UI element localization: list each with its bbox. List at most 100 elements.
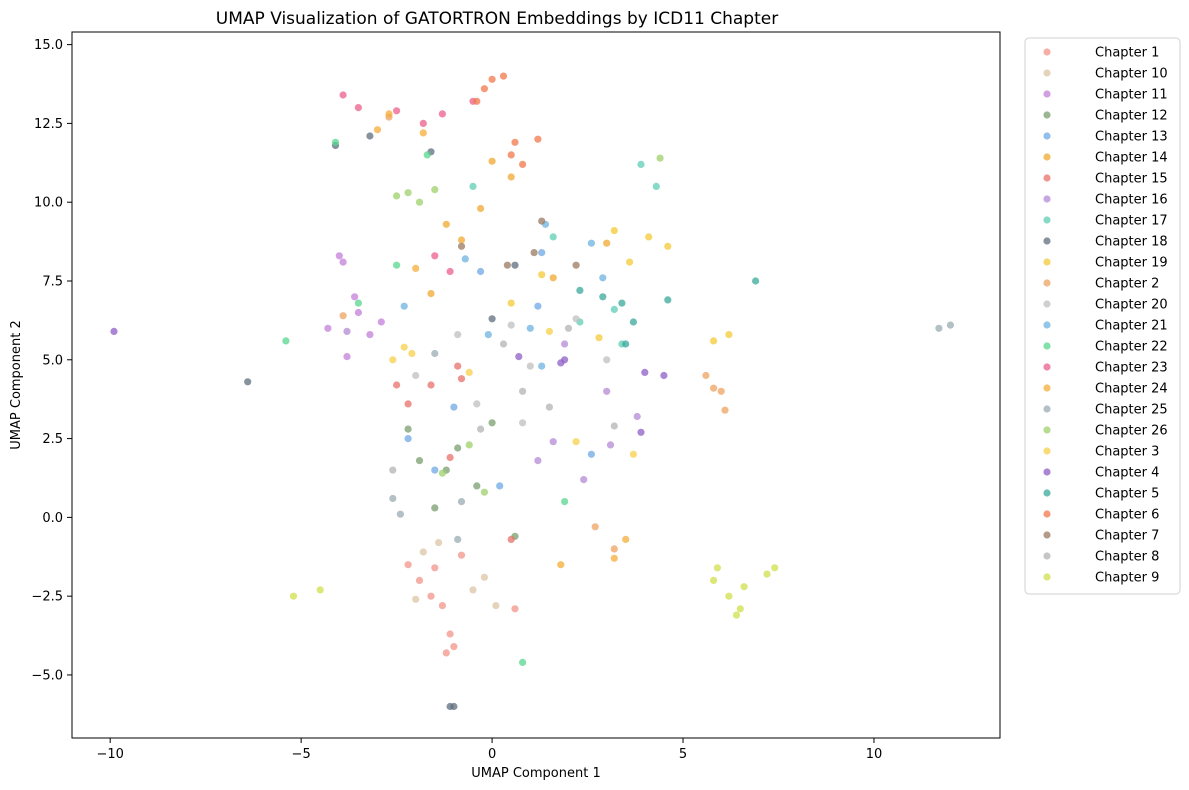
scatter-point — [561, 356, 569, 364]
scatter-point — [454, 331, 462, 339]
legend-label: Chapter 14 — [1095, 151, 1168, 166]
scatter-point — [457, 375, 466, 383]
scatter-point — [515, 353, 523, 361]
scatter-point — [431, 564, 439, 572]
scatter-point — [354, 104, 362, 112]
scatter-point — [457, 551, 466, 559]
scatter-point — [393, 381, 401, 389]
legend-marker — [1043, 573, 1051, 581]
scatter-point — [457, 498, 466, 506]
legend-item: Chapter 21 — [1043, 319, 1168, 334]
x-tick-label: 0 — [488, 747, 496, 762]
legend-item: Chapter 10 — [1043, 67, 1168, 82]
scatter-point — [664, 296, 672, 304]
legend-label: Chapter 2 — [1095, 277, 1159, 292]
series-1 — [404, 551, 519, 657]
scatter-point — [534, 135, 542, 143]
legend-marker — [1043, 237, 1051, 245]
legend-item: Chapter 19 — [1043, 256, 1168, 271]
scatter-point — [393, 261, 401, 269]
scatter-point — [446, 453, 454, 462]
legend-item: Chapter 24 — [1043, 382, 1168, 397]
legend-marker — [1043, 510, 1051, 518]
scatter-point — [629, 318, 638, 326]
scatter-point — [419, 129, 427, 137]
plot-frame — [71, 31, 1001, 739]
scatter-point — [450, 403, 458, 411]
legend-marker — [1043, 426, 1051, 434]
scatter-point — [507, 321, 515, 329]
scatter-point — [343, 353, 351, 361]
scatter-point — [393, 107, 401, 115]
legend-marker — [1043, 90, 1051, 98]
legend-item: Chapter 9 — [1043, 571, 1159, 586]
legend-item: Chapter 11 — [1043, 88, 1168, 103]
legend-label: Chapter 24 — [1095, 382, 1168, 397]
series-2 — [412, 539, 500, 610]
scatter-point — [599, 274, 607, 282]
legend-marker — [1043, 489, 1051, 497]
legend-item: Chapter 8 — [1043, 550, 1159, 565]
scatter-point — [538, 271, 546, 279]
scatter-point — [442, 220, 450, 228]
legend-item: Chapter 1 — [1043, 46, 1159, 61]
scatter-point — [419, 119, 427, 127]
scatter-point — [599, 293, 607, 301]
scatter-point — [572, 315, 580, 323]
x-tick-label: 5 — [679, 747, 687, 762]
series-21 — [110, 327, 668, 436]
scatter-point — [545, 327, 554, 335]
legend-label: Chapter 20 — [1095, 298, 1168, 313]
legend-label: Chapter 3 — [1095, 445, 1159, 460]
scatter-point — [457, 242, 466, 250]
legend-marker — [1043, 195, 1051, 203]
legend-marker — [1043, 447, 1051, 455]
scatter-point — [732, 611, 741, 619]
scatter-point — [366, 132, 374, 140]
scatter-point — [469, 182, 477, 190]
scatter-point — [710, 384, 718, 392]
series-12 — [339, 113, 729, 553]
scatter-point — [507, 151, 515, 159]
y-tick-label: 12.5 — [34, 117, 63, 132]
scatter-point — [477, 267, 485, 276]
y-axis: −5.0 −2.5 0.0 2.5 5.0 7.5 10.0 12.5 15.0 — [31, 38, 72, 683]
y-tick-label: −2.5 — [31, 590, 63, 605]
scatter-point — [545, 403, 554, 411]
series-11 — [507, 227, 733, 345]
scatter-point — [473, 400, 481, 408]
scatter-point — [404, 400, 412, 408]
legend-label: Chapter 11 — [1095, 88, 1168, 103]
legend-marker — [1043, 531, 1051, 539]
scatter-point — [519, 160, 527, 168]
scatter-point — [488, 157, 496, 165]
scatter-point — [469, 586, 477, 594]
legend-item: Chapter 26 — [1043, 424, 1168, 439]
scatter-point — [396, 510, 404, 518]
scatter-point — [610, 554, 618, 562]
scatter-point — [538, 217, 546, 225]
legend-item: Chapter 13 — [1043, 130, 1168, 145]
scatter-point — [595, 334, 603, 342]
scatter-point — [438, 602, 446, 610]
scatter-point — [400, 343, 408, 351]
legend-label: Chapter 12 — [1095, 109, 1168, 124]
x-tick-label: −5 — [292, 747, 311, 762]
scatter-point — [530, 249, 538, 257]
scatter-point — [473, 482, 481, 490]
scatter-point — [465, 441, 473, 449]
legend-frame — [1024, 37, 1181, 595]
series-19 — [393, 154, 664, 496]
legend-marker — [1043, 342, 1051, 350]
scatter-point — [446, 630, 454, 638]
legend-label: Chapter 5 — [1095, 487, 1159, 502]
scatter-point — [477, 204, 485, 213]
scatter-point — [335, 252, 343, 260]
scatter-point — [289, 592, 298, 600]
scatter-point — [450, 702, 458, 711]
x-axis: −10 −5 0 5 10 — [96, 738, 882, 762]
scatter-point — [725, 331, 733, 339]
scatter-point — [244, 378, 252, 386]
y-tick-label: 7.5 — [42, 274, 63, 289]
y-axis-label: UMAP Component 2 — [9, 320, 24, 449]
